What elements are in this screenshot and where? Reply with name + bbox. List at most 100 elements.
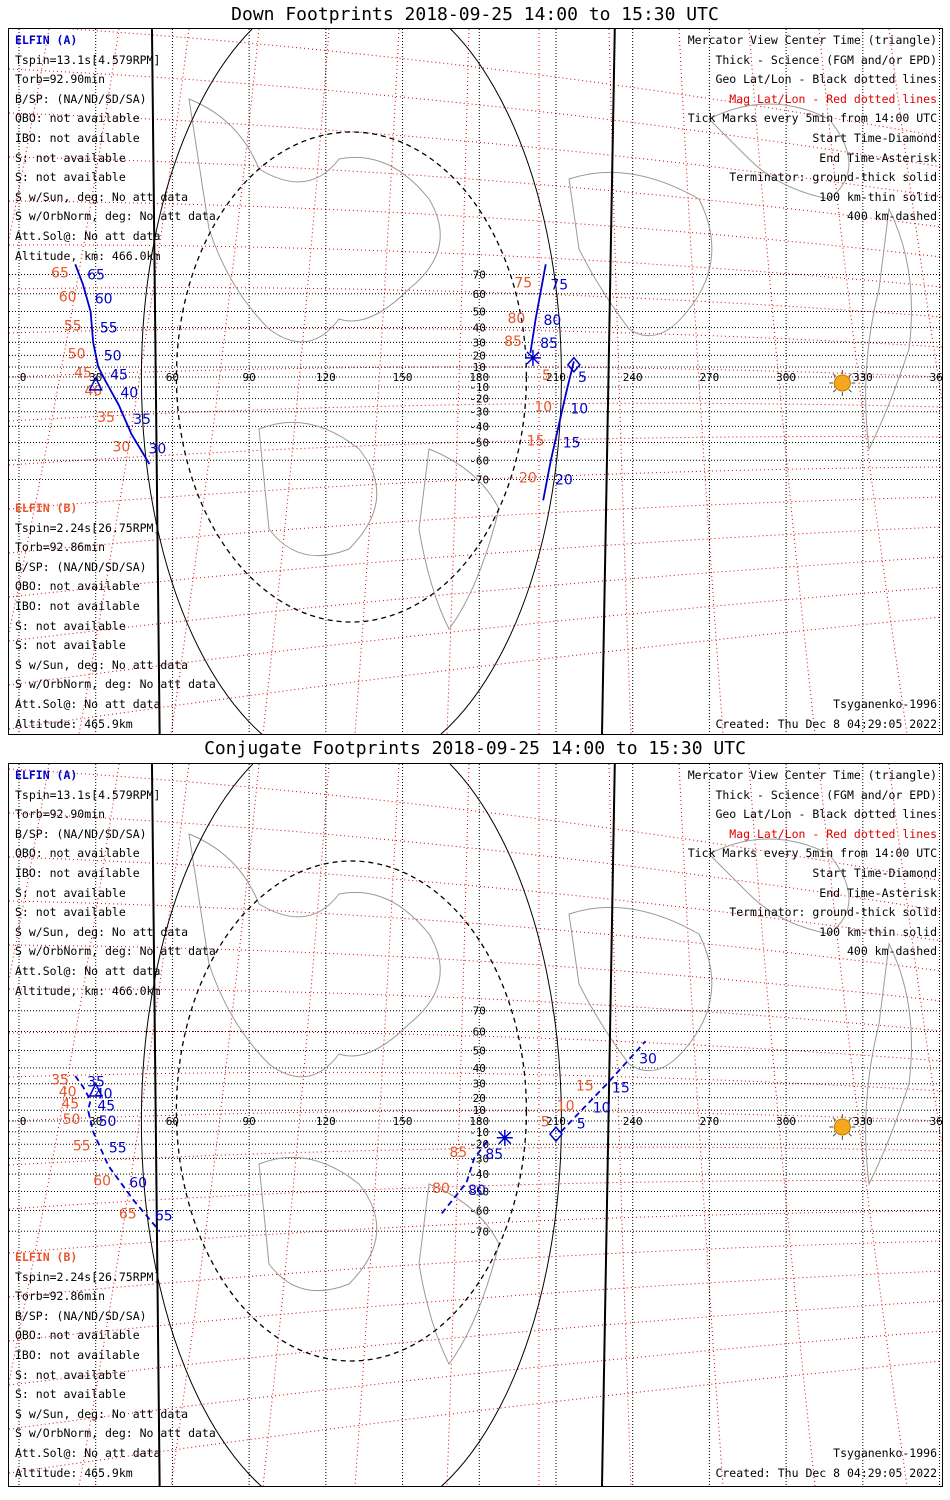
track-tick-label-a: 5 <box>578 370 587 386</box>
track-tick-label-b: 75 <box>514 275 532 291</box>
lat-tick-label: 60 <box>473 1025 486 1038</box>
info-line: Tspin=2.24s[26.75RPM] <box>15 520 161 535</box>
info-line: S w/Sun, deg: No att data <box>15 924 189 939</box>
mag-lon-line <box>170 29 260 734</box>
elfin-a-track <box>74 1075 161 1232</box>
info-line: Torb=92.90min <box>15 807 106 822</box>
track-tick-label-a: 45 <box>110 368 128 384</box>
legend-line: Thick - Science (FGM and/or EPD) <box>715 52 937 67</box>
lon-tick-label: 180 <box>469 1115 489 1128</box>
info-line: Torb=92.86min <box>15 1289 106 1304</box>
start-time-diamond <box>548 1125 563 1143</box>
legend-line: Geo Lat/Lon - Black dotted lines <box>715 807 937 822</box>
map-frame-down: 0306090120150180210240270300330360-70-60… <box>8 28 943 735</box>
sun-icon <box>833 374 851 392</box>
info-line: S: not available <box>15 170 126 185</box>
info-line: Att.Sol@: No att data <box>15 1445 161 1460</box>
end-time-asterisk <box>498 1131 512 1145</box>
info-line: IBO: not available <box>15 1347 140 1362</box>
info-line: Att.Sol@: No att data <box>15 228 161 243</box>
legend-line: Geo Lat/Lon - Black dotted lines <box>715 72 937 87</box>
info-line: S: not available <box>15 1367 126 1382</box>
coastline <box>188 833 441 1078</box>
info-line: S w/Sun, deg: No att data <box>15 657 189 672</box>
elfin-info-block-b: ELFIN (B) Tspin=2.24s[26.75RPM] Torb=92.… <box>15 499 216 734</box>
track-tick-label-b: 80 <box>432 1181 450 1197</box>
info-line: Tspin=13.1s[4.579RPM] <box>15 52 161 67</box>
lat-tick-label: 40 <box>473 322 486 335</box>
mag-lat-line <box>9 1300 942 1386</box>
panel-title-conjugate: Conjugate Footprints 2018-09-25 14:00 to… <box>204 738 746 759</box>
legend-line: 400 km-dashed <box>846 209 937 224</box>
track-tick-label-a: 60 <box>95 291 113 307</box>
track-tick-label-a: 35 <box>133 412 151 428</box>
panel-title-down: Down Footprints 2018-09-25 14:00 to 15:3… <box>231 4 719 25</box>
model-and-created: Tsyganenko-1996 Created: Thu Dec 8 04:29… <box>715 1444 937 1483</box>
lat-tick-label: 20 <box>473 349 486 362</box>
track-tick-label-b: 55 <box>64 319 82 335</box>
mag-lat-line <box>9 616 942 730</box>
mag-lat-line <box>9 1270 942 1342</box>
legend-line: Terminator: ground-thick solid <box>729 905 937 920</box>
track-tick-label-a: 55 <box>100 321 118 337</box>
track-tick-label-b: 35 <box>97 410 115 426</box>
lon-tick-label: 180 <box>469 371 489 384</box>
info-line: B/SP: (NA/ND/SD/SA) <box>15 91 147 106</box>
legend-line: Start Time-Diamond <box>812 865 937 880</box>
terminator-east <box>600 764 616 1486</box>
legend-block: Mercator View Center Time (triangle) Thi… <box>688 31 937 227</box>
mag-lat-line <box>9 856 942 942</box>
lon-tick-label: 60 <box>166 371 179 384</box>
track-tick-label-b: 50 <box>63 1112 81 1128</box>
track-tick-label-a: 80 <box>544 313 562 329</box>
info-line: OBO: not available <box>15 579 140 594</box>
lat-tick-label: -70 <box>469 474 489 487</box>
lat-tick-label: 10 <box>473 361 486 374</box>
mag-lat-line <box>9 556 942 642</box>
info-line: OBO: not available <box>15 846 140 861</box>
info-line: B/SP: (NA/ND/SD/SA) <box>15 559 147 574</box>
info-line: S w/OrbNorm, deg: No att data <box>15 209 216 224</box>
lat-tick-label: 10 <box>473 1104 486 1117</box>
track-tick-label-b: 80 <box>508 311 526 327</box>
legend-line: Thick - Science (FGM and/or EPD) <box>715 787 937 802</box>
info-line: S w/OrbNorm, deg: No att data <box>15 677 216 692</box>
track-tick-label-a: 5 <box>577 1117 586 1133</box>
legend-line: Tick Marks every 5min from 14:00 UTC <box>687 111 937 126</box>
track-tick-label-b: 50 <box>68 346 86 362</box>
info-line: Tspin=13.1s[4.579RPM] <box>15 787 161 802</box>
mag-lon-line <box>9 764 50 982</box>
track-tick-label-a: 65 <box>155 1209 173 1225</box>
info-line: S w/Sun, deg: No att data <box>15 1406 189 1421</box>
coastline <box>418 1183 500 1365</box>
lat-tick-label: 30 <box>473 336 486 349</box>
lat-tick-label: -20 <box>469 393 489 406</box>
mag-lat-line <box>9 586 942 686</box>
info-line: Altitude, km: 466.0km <box>15 248 161 263</box>
info-line: B/SP: (NA/ND/SD/SA) <box>15 1308 147 1323</box>
center-time-triangle <box>88 1082 103 1097</box>
footprint-map-down: 0306090120150180210240270300330360-70-60… <box>9 29 942 734</box>
lat-tick-label: -60 <box>469 1205 489 1218</box>
info-line: Att.Sol@: No att data <box>15 696 161 711</box>
track-tick-label-b: 45 <box>74 366 92 382</box>
lat-tick-label: -60 <box>469 454 489 467</box>
lat-tick-label: -40 <box>469 420 489 433</box>
legend-line: Mercator View Center Time (triangle) <box>687 33 937 47</box>
track-tick-label-b: 40 <box>59 1085 77 1101</box>
elfin-info-block-b: ELFIN (B) Tspin=2.24s[26.75RPM] Torb=92.… <box>15 1248 216 1483</box>
mag-lat-line <box>9 526 942 598</box>
elfin-a-track <box>529 264 547 354</box>
footprint-map-conjugate: 0306090120150180210240270300330360-70-60… <box>9 764 942 1486</box>
info-line: IBO: not available <box>15 598 140 613</box>
info-line: Altitude: 465.9km <box>15 1465 133 1480</box>
lon-tick-label: 360 <box>930 371 942 384</box>
lat-tick-label: -20 <box>469 1138 489 1151</box>
coastline <box>258 1156 378 1292</box>
sun-ray <box>848 389 852 393</box>
created-label: Created: Thu Dec 8 04:29:05 2022 <box>715 716 937 731</box>
info-line: S w/OrbNorm, deg: No att data <box>15 944 216 959</box>
mag-lon-line <box>446 29 470 734</box>
track-tick-label-b: 15 <box>527 434 545 450</box>
info-line: Torb=92.90min <box>15 72 106 87</box>
